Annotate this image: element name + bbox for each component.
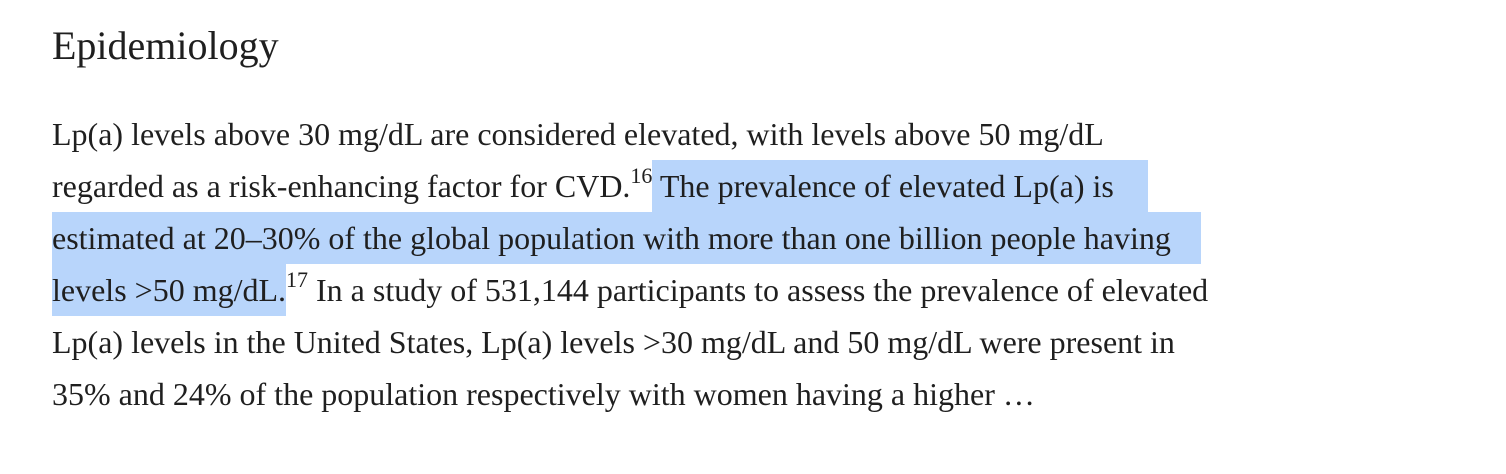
selected-text: levels >50 mg/dL. xyxy=(52,264,287,316)
citation-17[interactable]: 17 xyxy=(286,267,309,293)
text-segment: Lp(a) levels in the United States, Lp(a)… xyxy=(52,324,1175,360)
text-segment: Lp(a) levels above 30 mg/dL are consider… xyxy=(52,116,1104,152)
text-line-2: regarded as a risk-enhancing factor for … xyxy=(52,160,1472,212)
text-segment: regarded as a risk-enhancing factor for … xyxy=(52,168,631,204)
text-line-6: 35% and 24% of the population respective… xyxy=(52,368,1472,420)
selected-text: The prevalence of elevated Lp(a) is xyxy=(652,160,1148,212)
paragraph: Lp(a) levels above 30 mg/dL are consider… xyxy=(52,108,1472,420)
text-line-1: Lp(a) levels above 30 mg/dL are consider… xyxy=(52,108,1472,160)
text-segment: 35% and 24% of the population respective… xyxy=(52,376,1035,412)
section-heading: Epidemiology xyxy=(52,23,279,68)
citation-16[interactable]: 16 xyxy=(630,163,653,189)
text-line-4: levels >50 mg/dL.17 In a study of 531,14… xyxy=(52,264,1472,316)
text-line-5: Lp(a) levels in the United States, Lp(a)… xyxy=(52,316,1472,368)
selected-text: estimated at 20–30% of the global popula… xyxy=(52,212,1201,264)
text-line-3: estimated at 20–30% of the global popula… xyxy=(52,212,1472,264)
text-segment: In a study of 531,144 participants to as… xyxy=(308,272,1209,308)
